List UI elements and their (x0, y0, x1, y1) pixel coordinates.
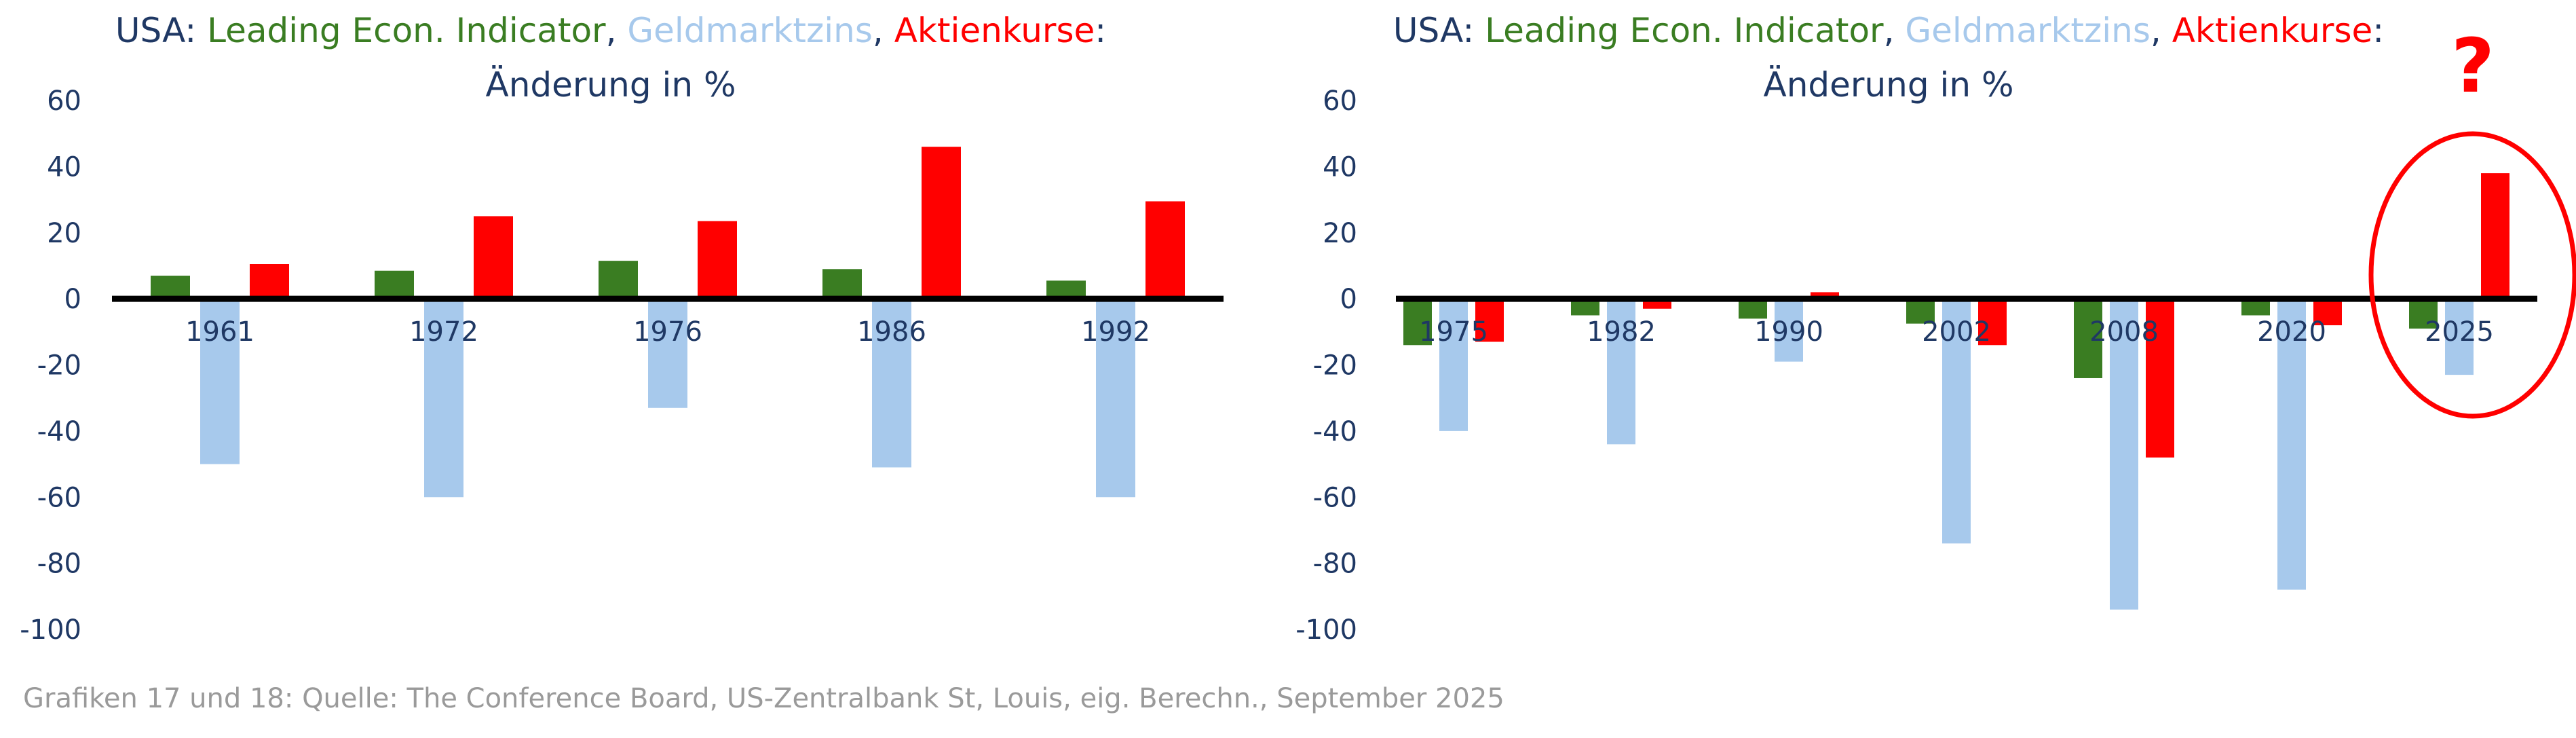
y-tick-label: 20 (1323, 218, 1357, 249)
x-category-label: 2008 (2089, 316, 2159, 348)
x-category-label: 2002 (1922, 316, 1991, 348)
title-part-suffix: : (1095, 11, 1106, 50)
bar-leading-econ-indicator-2002 (1906, 299, 1935, 324)
y-tick-label: -80 (37, 549, 81, 580)
bar-aktienkurse-1986 (922, 147, 961, 299)
title-part-s2: Geldmarktzins (1905, 11, 2150, 50)
x-category-label: 1961 (185, 316, 254, 348)
title-part-s1: Leading Econ. Indicator (1485, 11, 1884, 50)
x-category-label: 1982 (1587, 316, 1656, 348)
title-part-s3: Aktienkurse (894, 11, 1095, 50)
title-part-sep1: , (606, 11, 628, 50)
bar-aktienkurse-2025 (2481, 173, 2509, 299)
bar-aktienkurse-1972 (474, 216, 513, 299)
bar-geldmarktzins-1972 (424, 299, 463, 498)
bar-leading-econ-indicator-1975 (1403, 299, 1432, 346)
x-category-label: 1990 (1754, 316, 1823, 348)
source-footer: Grafiken 17 und 18: Quelle: The Conferen… (23, 683, 1504, 714)
y-tick-label: -60 (1313, 482, 1357, 513)
x-category-label: 2020 (2257, 316, 2326, 348)
y-tick-label: 60 (1323, 86, 1357, 117)
bar-geldmarktzins-1986 (872, 299, 911, 468)
bar-geldmarktzins-1992 (1096, 299, 1135, 498)
bar-geldmarktzins-2025 (2445, 299, 2474, 375)
y-tick-label: -40 (37, 416, 81, 447)
title-part-prefix: USA: (1393, 11, 1485, 50)
y-tick-label: 0 (64, 284, 81, 315)
y-tick-label: 0 (1340, 284, 1357, 315)
y-tick-label: 20 (47, 218, 81, 249)
x-category-label: 1992 (1081, 316, 1150, 348)
bar-geldmarktzins-1961 (200, 299, 240, 464)
chart-right: USA: Leading Econ. Indicator, Geldmarktz… (1295, 11, 2576, 646)
x-category-label: 1975 (1419, 316, 1488, 348)
title-part-sep2: , (873, 11, 894, 50)
y-tick-label: -60 (37, 482, 81, 513)
chart-subtitle: Änderung in % (486, 65, 736, 105)
y-tick-label: -100 (20, 614, 81, 646)
y-tick-label: 60 (47, 86, 81, 117)
bar-aktienkurse-2002 (1978, 299, 2007, 346)
chart-title: USA: Leading Econ. Indicator, Geldmarktz… (115, 11, 1106, 50)
chart-left: USA: Leading Econ. Indicator, Geldmarktz… (20, 11, 1224, 646)
bar-leading-econ-indicator-1961 (151, 276, 190, 299)
bar-geldmarktzins-2020 (2277, 299, 2306, 590)
title-part-sep1: , (1884, 11, 1906, 50)
bar-geldmarktzins-2008 (2110, 299, 2138, 610)
y-tick-label: 40 (1323, 151, 1357, 183)
bar-geldmarktzins-1975 (1439, 299, 1468, 431)
y-tick-label: -20 (37, 350, 81, 382)
y-tick-label: -100 (1295, 614, 1357, 646)
y-tick-label: -20 (1313, 350, 1357, 382)
x-category-label: 1972 (409, 316, 478, 348)
bar-leading-econ-indicator-2008 (2074, 299, 2102, 378)
y-tick-label: -80 (1313, 549, 1357, 580)
title-part-s3: Aktienkurse (2172, 11, 2373, 50)
bar-leading-econ-indicator-1990 (1739, 299, 1767, 319)
x-category-label: 1986 (857, 316, 926, 348)
bar-geldmarktzins-1982 (1607, 299, 1635, 445)
title-part-suffix: : (2372, 11, 2384, 50)
x-category-label: 2025 (2425, 316, 2494, 348)
bar-aktienkurse-1976 (698, 221, 737, 299)
question-mark-annotation: ? (2451, 22, 2495, 109)
title-part-prefix: USA: (115, 11, 207, 50)
highlight-ellipse (2368, 131, 2576, 419)
x-category-label: 1976 (633, 316, 702, 348)
bar-geldmarktzins-1976 (648, 299, 687, 408)
bar-leading-econ-indicator-2025 (2409, 299, 2438, 329)
bar-leading-econ-indicator-1972 (375, 270, 414, 299)
title-part-sep2: , (2151, 11, 2172, 50)
y-tick-label: -40 (1313, 416, 1357, 447)
chart-title: USA: Leading Econ. Indicator, Geldmarktz… (1393, 11, 2384, 50)
bar-aktienkurse-1990 (1811, 292, 1839, 299)
bar-geldmarktzins-1990 (1775, 299, 1803, 362)
bar-geldmarktzins-2002 (1942, 299, 1971, 544)
title-part-s1: Leading Econ. Indicator (207, 11, 606, 50)
bar-aktienkurse-2008 (2146, 299, 2174, 458)
bar-aktienkurse-1975 (1475, 299, 1504, 342)
bar-leading-econ-indicator-1986 (822, 269, 862, 299)
chart-subtitle: Änderung in % (1764, 65, 2014, 105)
bar-aktienkurse-1992 (1145, 201, 1185, 299)
bar-leading-econ-indicator-1976 (599, 261, 638, 299)
bar-aktienkurse-2020 (2313, 299, 2342, 326)
bar-aktienkurse-1961 (250, 264, 289, 299)
title-part-s2: Geldmarktzins (627, 11, 872, 50)
y-tick-label: 40 (47, 151, 81, 183)
